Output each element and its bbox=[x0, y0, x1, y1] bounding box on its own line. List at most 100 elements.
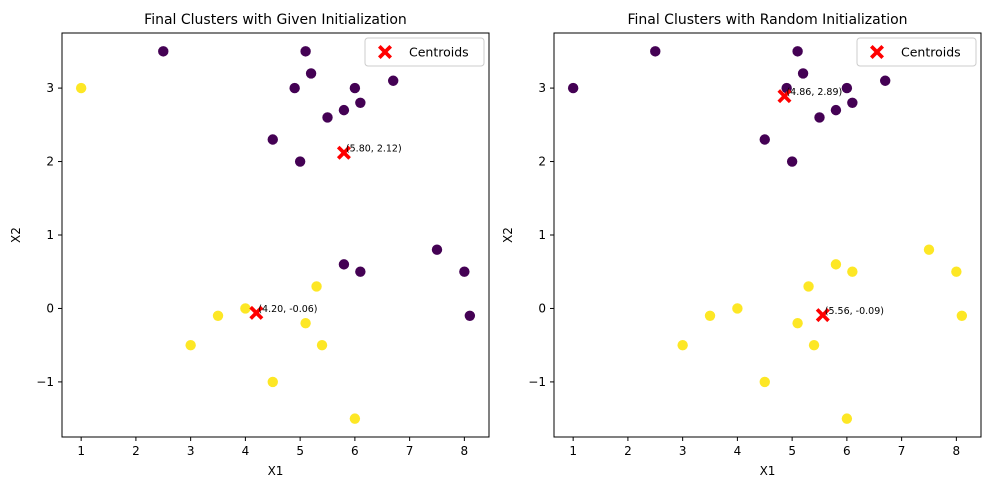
data-point-cluster-0 bbox=[322, 112, 333, 123]
data-point-cluster-0 bbox=[650, 46, 661, 57]
y-axis-label: X2 bbox=[9, 227, 23, 243]
centroid-annotation: (4.20, -0.06) bbox=[258, 304, 317, 315]
y-tick-label: 3 bbox=[46, 81, 54, 95]
y-tick-label: 0 bbox=[538, 301, 546, 315]
centroid-annotation: (5.80, 2.12) bbox=[346, 144, 402, 155]
x-tick-label: 8 bbox=[461, 444, 469, 458]
data-point-cluster-1 bbox=[951, 266, 962, 277]
x-tick-label: 4 bbox=[734, 444, 742, 458]
data-point-cluster-1 bbox=[847, 266, 858, 277]
data-point-cluster-0 bbox=[355, 97, 366, 108]
x-tick-label: 6 bbox=[843, 444, 851, 458]
legend: Centroids bbox=[364, 37, 485, 67]
x-tick-label: 2 bbox=[132, 444, 140, 458]
data-point-cluster-0 bbox=[797, 68, 809, 79]
centroid-marker bbox=[815, 308, 830, 323]
data-point-cluster-1 bbox=[316, 339, 328, 351]
data-point-cluster-0 bbox=[879, 75, 891, 86]
data-point-cluster-0 bbox=[847, 97, 858, 108]
x-tick-label: 3 bbox=[679, 444, 687, 458]
y-tick-label: 2 bbox=[538, 155, 546, 169]
x-tick-label: 8 bbox=[953, 444, 961, 458]
y-tick-label: −1 bbox=[528, 375, 546, 389]
chart-title: Final Clusters with Random Initializatio… bbox=[627, 12, 907, 28]
legend-centroid-marker bbox=[378, 45, 392, 59]
x-tick-label: 3 bbox=[187, 444, 195, 458]
data-point-cluster-0 bbox=[841, 82, 853, 94]
data-point-cluster-1 bbox=[704, 310, 716, 321]
x-axis-label: X1 bbox=[760, 464, 776, 478]
data-point-cluster-1 bbox=[75, 82, 87, 94]
legend-label: Centroids bbox=[409, 45, 469, 60]
data-point-cluster-0 bbox=[300, 46, 311, 57]
legend-box bbox=[364, 37, 485, 67]
y-axis-label: X2 bbox=[501, 227, 515, 243]
chart-panel-2: Final Clusters with Random Initializatio… bbox=[501, 12, 982, 478]
x-tick-label: 7 bbox=[898, 444, 906, 458]
chart-panel-1: Final Clusters with Given Initialization… bbox=[9, 12, 490, 478]
data-point-cluster-1 bbox=[732, 303, 743, 314]
data-point-cluster-1 bbox=[841, 413, 853, 424]
x-tick-label: 1 bbox=[77, 444, 85, 458]
data-point-cluster-1 bbox=[759, 376, 770, 388]
y-tick-label: 0 bbox=[46, 301, 54, 315]
legend-box bbox=[856, 37, 977, 67]
centroid-marker bbox=[777, 89, 792, 104]
data-point-cluster-0 bbox=[305, 68, 317, 79]
centroid-annotation: (4.86, 2.89) bbox=[786, 87, 842, 98]
data-point-cluster-0 bbox=[267, 134, 278, 145]
data-point-cluster-1 bbox=[677, 339, 688, 351]
data-point-cluster-0 bbox=[464, 310, 476, 321]
chart-title: Final Clusters with Given Initialization bbox=[144, 12, 407, 28]
x-tick-label: 4 bbox=[242, 444, 250, 458]
x-tick-label: 1 bbox=[569, 444, 577, 458]
data-point-cluster-1 bbox=[300, 317, 311, 329]
data-point-cluster-1 bbox=[267, 376, 278, 388]
data-point-cluster-0 bbox=[830, 104, 842, 116]
y-tick-label: 3 bbox=[538, 81, 546, 95]
data-point-cluster-0 bbox=[355, 266, 366, 277]
data-point-cluster-0 bbox=[792, 46, 803, 57]
data-point-cluster-0 bbox=[567, 82, 579, 94]
x-tick-label: 5 bbox=[296, 444, 304, 458]
data-point-cluster-0 bbox=[289, 82, 300, 94]
y-tick-label: 2 bbox=[46, 155, 54, 169]
data-point-cluster-1 bbox=[803, 281, 814, 292]
data-point-cluster-0 bbox=[814, 112, 825, 123]
data-point-cluster-0 bbox=[338, 259, 350, 270]
centroid-annotation: (5.56, -0.09) bbox=[825, 306, 884, 317]
data-point-cluster-1 bbox=[240, 303, 251, 314]
x-tick-label: 5 bbox=[788, 444, 796, 458]
data-point-cluster-0 bbox=[786, 156, 798, 167]
data-point-cluster-1 bbox=[792, 317, 803, 329]
x-axis-label: X1 bbox=[268, 464, 284, 478]
data-point-cluster-0 bbox=[431, 244, 443, 255]
x-tick-label: 2 bbox=[624, 444, 632, 458]
data-point-cluster-1 bbox=[185, 339, 196, 351]
data-point-cluster-1 bbox=[830, 259, 842, 270]
y-tick-label: 1 bbox=[538, 228, 546, 242]
data-point-cluster-1 bbox=[349, 413, 361, 424]
legend-centroid-marker bbox=[870, 45, 884, 59]
data-point-cluster-0 bbox=[759, 134, 770, 145]
data-point-cluster-0 bbox=[459, 266, 470, 277]
data-point-cluster-0 bbox=[294, 156, 306, 167]
legend: Centroids bbox=[856, 37, 977, 67]
legend-label: Centroids bbox=[901, 45, 961, 60]
x-tick-label: 7 bbox=[406, 444, 414, 458]
data-point-cluster-1 bbox=[311, 281, 322, 292]
centroid-marker bbox=[249, 305, 264, 320]
data-point-cluster-0 bbox=[158, 46, 169, 57]
x-tick-label: 6 bbox=[351, 444, 359, 458]
plot-frame bbox=[553, 32, 982, 438]
data-point-cluster-1 bbox=[956, 310, 968, 321]
data-point-cluster-0 bbox=[338, 104, 350, 116]
y-tick-label: 1 bbox=[46, 228, 54, 242]
y-tick-label: −1 bbox=[36, 375, 54, 389]
data-point-cluster-0 bbox=[349, 82, 361, 94]
data-point-cluster-1 bbox=[212, 310, 224, 321]
centroid-marker bbox=[336, 145, 351, 160]
data-point-cluster-0 bbox=[387, 75, 399, 86]
plot-frame bbox=[61, 32, 490, 438]
